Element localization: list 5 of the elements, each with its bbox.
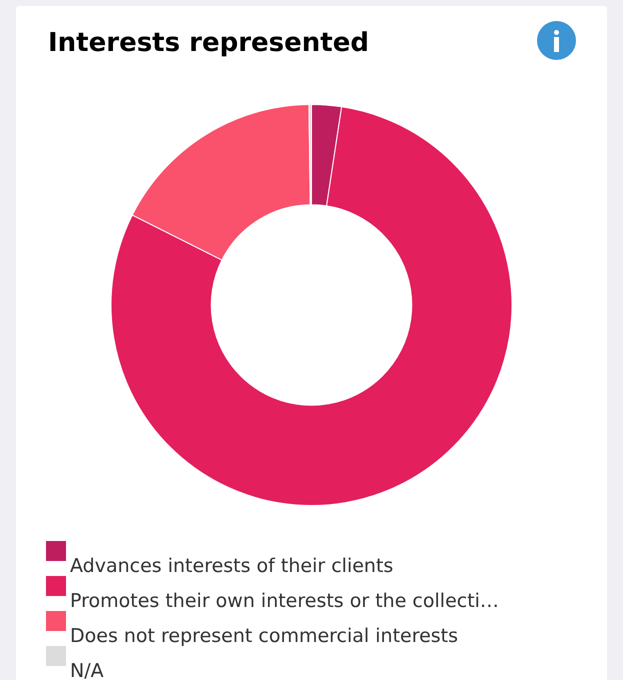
legend-label: Advances interests of their clients <box>70 555 394 577</box>
chart-title: Interests represented <box>48 28 369 58</box>
legend-label: N/A <box>70 660 104 680</box>
legend-label: Does not represent commercial interests <box>70 625 458 647</box>
legend-label: Promotes their own interests or the collecti… <box>70 590 499 612</box>
